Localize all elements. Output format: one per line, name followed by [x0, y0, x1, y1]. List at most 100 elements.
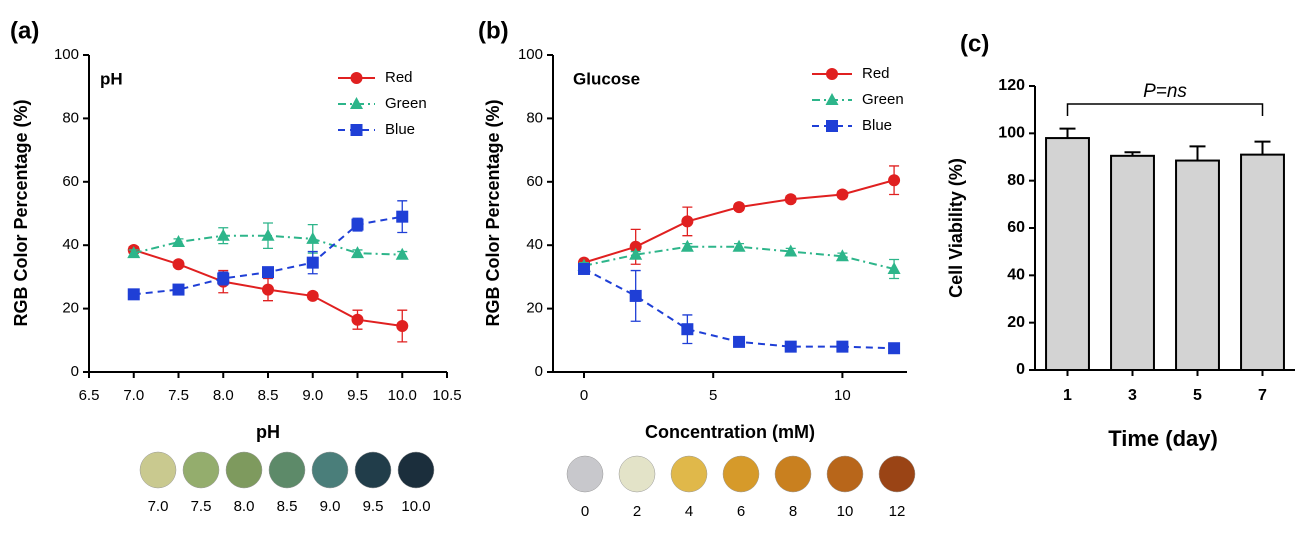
marker	[261, 228, 275, 241]
y-tick-label: 100	[54, 46, 79, 63]
marker	[836, 340, 849, 353]
y-axis-label: RGB Color Percentage (%)	[11, 99, 31, 326]
marker	[733, 335, 746, 348]
legend-marker	[826, 68, 838, 80]
x-tick-label: 0	[580, 387, 588, 404]
legend-marker	[825, 93, 839, 105]
swatch-label: 8	[789, 503, 797, 520]
bar	[1240, 153, 1285, 371]
bar	[1110, 154, 1155, 371]
y-tick-label: 0	[535, 363, 543, 380]
swatch	[670, 455, 708, 493]
legend-label: Red	[862, 65, 890, 82]
y-tick-label: 40	[1007, 267, 1025, 284]
swatch-label: 12	[889, 503, 906, 520]
swatch	[225, 451, 263, 489]
annotation: P=ns	[1143, 81, 1187, 102]
y-tick-label: 40	[62, 236, 79, 253]
marker	[306, 289, 319, 302]
y-tick-label: 120	[998, 77, 1025, 94]
x-axis-label: Concentration (mM)	[645, 422, 815, 442]
swatch-label: 9.0	[320, 498, 341, 515]
marker	[351, 313, 364, 326]
y-axis-label: Cell Viability (%)	[946, 158, 966, 298]
x-tick-label: 9.0	[302, 387, 323, 404]
significance-bracket	[1066, 103, 1264, 116]
marker	[629, 247, 643, 260]
swatch-label: 7.5	[191, 498, 212, 515]
marker	[127, 288, 140, 301]
marker	[216, 228, 230, 241]
bar	[1045, 137, 1090, 371]
legend-marker	[350, 97, 363, 109]
swatch	[397, 451, 435, 489]
swatch	[774, 455, 812, 493]
swatch	[311, 451, 349, 489]
x-tick-label: 9.5	[347, 387, 368, 404]
y-tick-label: 100	[998, 125, 1025, 142]
y-tick-label: 80	[1007, 172, 1025, 189]
marker	[836, 188, 849, 201]
legend-label: Blue	[385, 121, 415, 138]
x-tick-label: 7	[1258, 387, 1267, 404]
marker	[396, 210, 409, 223]
y-tick-label: 60	[526, 173, 543, 190]
annotation: pH	[100, 69, 123, 88]
swatch	[878, 455, 916, 493]
swatch-label: 10.0	[401, 498, 430, 515]
x-tick-label: 10.0	[388, 387, 417, 404]
panel-label: (c)	[960, 30, 989, 57]
swatch-label: 10	[837, 503, 854, 520]
y-tick-label: 60	[62, 173, 79, 190]
x-axis-label: pH	[256, 422, 280, 442]
marker	[262, 283, 274, 296]
marker	[681, 215, 694, 228]
swatch-label: 8.5	[277, 498, 298, 515]
y-tick-label: 100	[518, 46, 543, 63]
error-bar	[1254, 140, 1271, 155]
y-tick-label: 0	[71, 363, 79, 380]
marker	[127, 246, 141, 259]
swatch	[354, 451, 392, 489]
marker	[395, 247, 409, 260]
swatch-label: 9.5	[363, 498, 384, 515]
swatch	[826, 455, 864, 493]
legend-marker	[350, 72, 363, 84]
marker	[732, 239, 746, 252]
y-tick-label: 20	[1007, 314, 1025, 331]
x-tick-label: 10.5	[432, 387, 461, 404]
marker	[629, 240, 642, 253]
y-axis-label: RGB Color Percentage (%)	[483, 99, 503, 326]
swatch-label: 7.0	[148, 498, 169, 515]
annotation: Glucose	[573, 69, 640, 88]
marker	[172, 235, 185, 248]
x-tick-label: 7.5	[168, 387, 189, 404]
x-tick-label: 8.5	[258, 387, 279, 404]
x-tick-label: 5	[1193, 387, 1202, 404]
error-bar	[1189, 145, 1206, 161]
x-tick-label: 8.0	[213, 387, 234, 404]
panel-label: (b)	[478, 17, 509, 44]
marker	[784, 244, 798, 257]
x-tick-label: 6.5	[79, 387, 100, 404]
swatch	[566, 455, 604, 493]
legend-label: Blue	[862, 117, 892, 134]
x-axis-label: Time (day)	[1108, 426, 1218, 451]
x-tick-label: 10	[834, 387, 851, 404]
swatch	[268, 451, 306, 489]
marker	[681, 323, 694, 336]
y-tick-label: 40	[526, 236, 543, 253]
swatch-label: 2	[633, 503, 641, 520]
legend-marker	[350, 124, 363, 136]
marker	[784, 193, 797, 206]
marker	[396, 320, 409, 333]
panel-label: (a)	[10, 17, 39, 44]
marker	[262, 266, 274, 279]
swatch	[182, 451, 220, 489]
marker	[784, 340, 797, 353]
y-tick-label: 80	[62, 109, 79, 126]
marker	[680, 239, 694, 252]
y-tick-label: 0	[1016, 361, 1025, 378]
marker	[351, 218, 364, 231]
